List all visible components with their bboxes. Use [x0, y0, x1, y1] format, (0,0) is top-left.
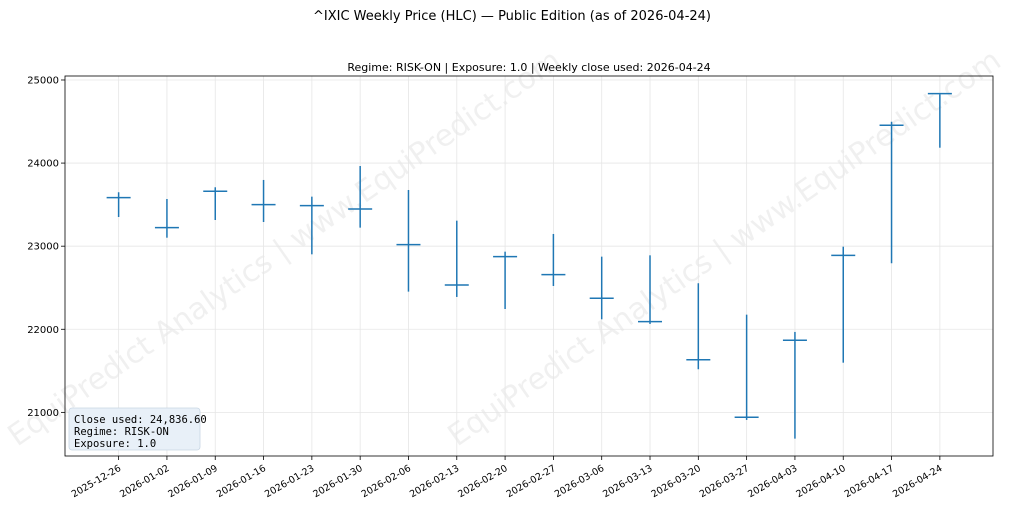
x-tick-label: 2026-04-17: [843, 463, 896, 500]
x-tick-label: 2026-01-16: [215, 463, 268, 500]
y-tick-label: 23000: [27, 242, 59, 253]
x-tick-label: 2026-01-23: [263, 463, 316, 500]
info-box-bg: [68, 407, 201, 451]
x-tick-label: 2026-04-24: [891, 463, 944, 500]
x-tick-label: 2026-02-20: [456, 463, 509, 500]
x-tick-label: 2026-04-03: [746, 463, 799, 500]
x-tick-label: 2026-01-09: [166, 463, 219, 500]
watermark-text: EquiPredict Analytics | www.EquiPredict.…: [442, 43, 1008, 454]
y-tick-label: 22000: [27, 325, 59, 336]
y-tick-label: 24000: [27, 159, 59, 170]
hlc-bars: [106, 92, 952, 439]
x-tick-label: 2025-12-26: [70, 463, 123, 500]
y-tick-label: 21000: [27, 408, 59, 419]
plot-frame: [64, 75, 994, 457]
x-tick-label: 2026-02-27: [505, 463, 558, 500]
x-tick-label: 2026-03-13: [601, 463, 654, 500]
watermark: EquiPredict Analytics | www.EquiPredict.…: [2, 43, 1008, 454]
x-tick-label: 2026-04-10: [794, 463, 847, 500]
x-tick-label: 2026-02-13: [408, 463, 461, 500]
y-axis: 21000 22000 23000 24000 25000: [27, 75, 65, 419]
x-tick-label: 2026-01-30: [311, 463, 364, 500]
x-tick-label: 2026-02-06: [360, 463, 413, 500]
info-close: Close used: 24,836.60: [74, 414, 207, 426]
x-tick-label: 2026-01-02: [118, 463, 171, 500]
info-box: Close used: 24,836.60 Regime: RISK-ON Ex…: [68, 407, 207, 451]
chart-title: ^IXIC Weekly Price (HLC) — Public Editio…: [313, 9, 711, 24]
info-regime: Regime: RISK-ON: [74, 426, 169, 438]
watermark-text: EquiPredict Analytics | www.EquiPredict.…: [2, 43, 568, 454]
chart-subtitle: Regime: RISK-ON | Exposure: 1.0 | Weekly…: [347, 61, 710, 74]
x-tick-label: 2026-03-27: [698, 463, 751, 500]
x-tick-label: 2026-03-20: [649, 463, 702, 500]
x-axis: 2025-12-262026-01-022026-01-092026-01-16…: [70, 456, 944, 500]
info-exposure: Exposure: 1.0: [74, 438, 156, 450]
x-tick-label: 2026-03-06: [553, 463, 606, 500]
y-tick-label: 25000: [27, 75, 59, 86]
